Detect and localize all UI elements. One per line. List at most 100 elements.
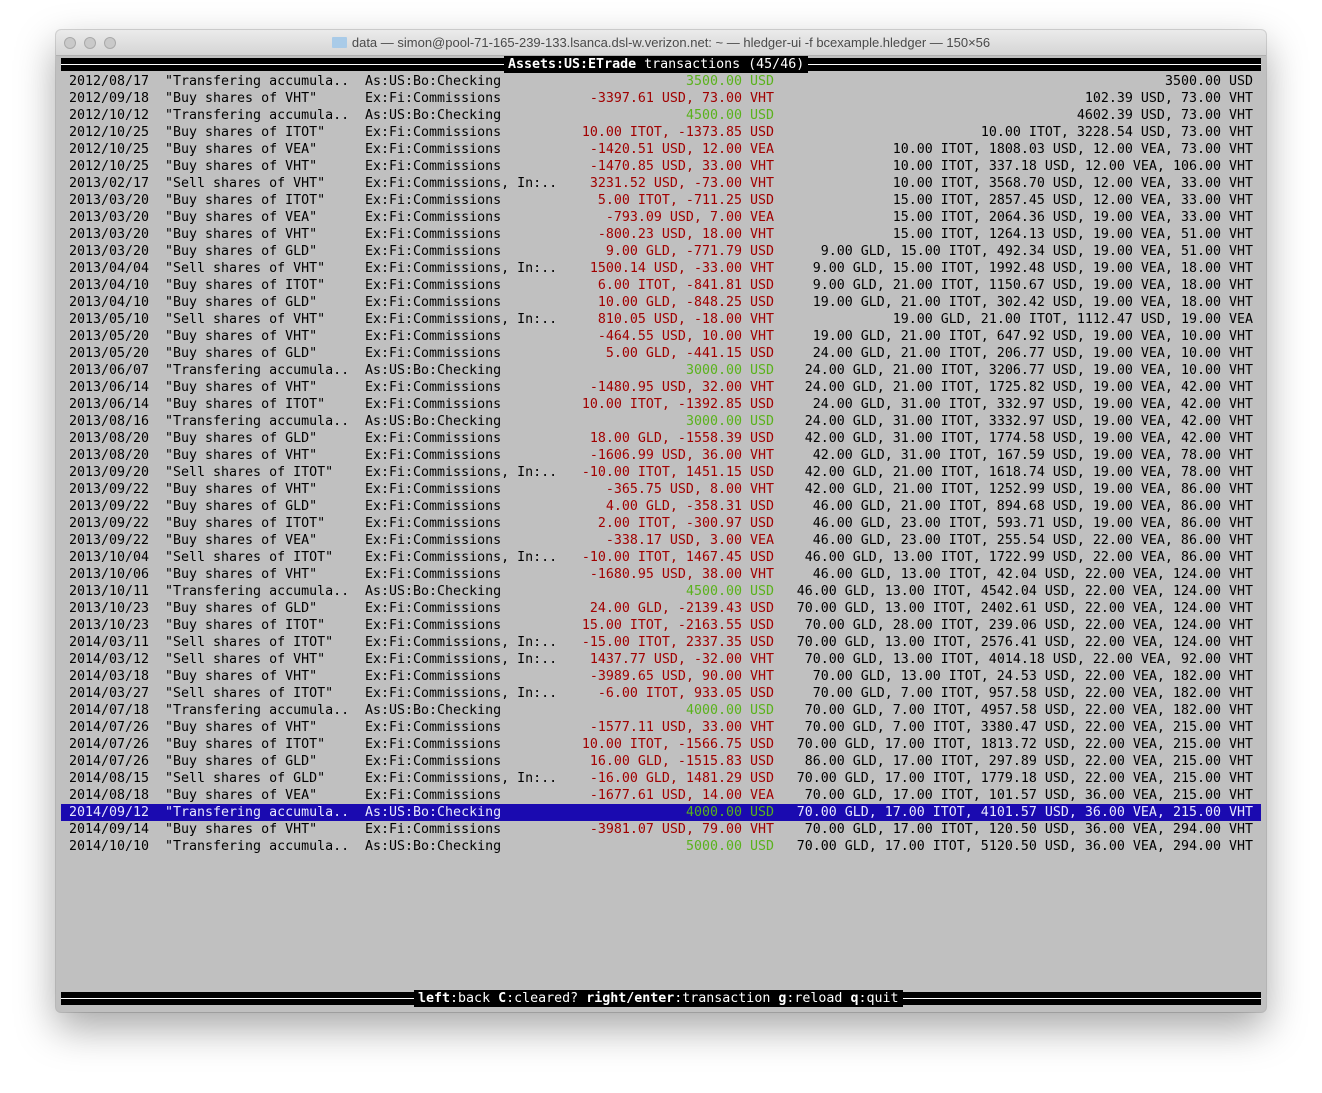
register-row[interactable]: 2013/04/10 "Buy shares of GLD" Ex:Fi:Commi… [61, 294, 1261, 311]
amount: -1606.99 USD, 36.00 VHT [589, 448, 774, 463]
register-row[interactable]: 2013/03/20 "Buy shares of GLD" Ex:Fi:Commi… [61, 243, 1261, 260]
amount: -16.00 GLD, 1481.29 USD [589, 771, 774, 786]
date: 2014/03/12 [69, 652, 150, 667]
register-row[interactable]: 2013/10/11 "Transfering accumula.. As:US:B… [61, 583, 1261, 600]
account: Ex:Fi:Commissions [365, 567, 502, 582]
register-row[interactable]: 2014/10/10 "Transfering accumula.. As:US:B… [61, 838, 1261, 855]
register-row[interactable]: 2013/03/20 "Buy shares of VEA" Ex:Fi:Commi… [61, 209, 1261, 226]
register-row[interactable]: 2013/10/04 "Sell shares of ITOT" Ex:Fi:Com… [61, 549, 1261, 566]
balance: 70.00 GLD, 17.00 ITOT, 1813.72 USD, 22.0… [796, 737, 1253, 752]
register-row[interactable]: 2014/03/12 "Sell shares of VHT" Ex:Fi:Comm… [61, 651, 1261, 668]
register-row[interactable]: 2013/06/14 "Buy shares of ITOT" Ex:Fi:Comm… [61, 396, 1261, 413]
register-row[interactable]: 2012/10/25 "Buy shares of ITOT" Ex:Fi:Comm… [61, 124, 1261, 141]
register-row[interactable]: 2012/10/25 "Buy shares of VEA" Ex:Fi:Commi… [61, 141, 1261, 158]
register-row[interactable]: 2012/08/17 "Transfering accumula.. As:US:B… [61, 73, 1261, 90]
register-row[interactable]: 2014/07/26 "Buy shares of GLD" Ex:Fi:Commi… [61, 753, 1261, 770]
account: As:US:Bo:Checking [365, 74, 502, 89]
register-row[interactable]: 2014/03/18 "Buy shares of VHT" Ex:Fi:Commi… [61, 668, 1261, 685]
register-row[interactable]: 2012/09/18 "Buy shares of VHT" Ex:Fi:Commi… [61, 90, 1261, 107]
register-row[interactable]: 2013/04/04 "Sell shares of VHT" Ex:Fi:Comm… [61, 260, 1261, 277]
balance: 3500.00 USD [1164, 74, 1253, 89]
terminal-screen[interactable]: Assets:US:ETrade transactions (45/46) 20… [61, 56, 1261, 1012]
date: 2013/08/16 [69, 414, 150, 429]
date: 2013/04/10 [69, 295, 150, 310]
account: Ex:Fi:Commissions, In:.. [365, 176, 558, 191]
balance: 15.00 ITOT, 1264.13 USD, 19.00 VEA, 51.0… [892, 227, 1253, 242]
register-row[interactable]: 2013/05/20 "Buy shares of VHT" Ex:Fi:Commi… [61, 328, 1261, 345]
balance: 9.00 GLD, 15.00 ITOT, 492.34 USD, 19.00 … [820, 244, 1253, 259]
date: 2013/10/11 [69, 584, 150, 599]
register-row[interactable]: 2013/08/16 "Transfering accumula.. As:US:B… [61, 413, 1261, 430]
register-row[interactable]: 2013/04/10 "Buy shares of ITOT" Ex:Fi:Comm… [61, 277, 1261, 294]
key-action: back [458, 991, 491, 1006]
register-row[interactable]: 2013/09/22 "Buy shares of VEA" Ex:Fi:Commi… [61, 532, 1261, 549]
register-row[interactable]: 2013/05/10 "Sell shares of VHT" Ex:Fi:Comm… [61, 311, 1261, 328]
register-row[interactable]: 2014/07/26 "Buy shares of VHT" Ex:Fi:Commi… [61, 719, 1261, 736]
description: "Transfering accumula.. [165, 584, 350, 599]
amount: 4500.00 USD [685, 108, 774, 123]
amount: 4000.00 USD [685, 805, 774, 820]
description: "Buy shares of GLD" [165, 346, 318, 361]
description: "Buy shares of VHT" [165, 380, 318, 395]
date: 2013/04/04 [69, 261, 150, 276]
balance: 24.00 GLD, 21.00 ITOT, 3206.77 USD, 19.0… [804, 363, 1253, 378]
register-row[interactable]: 2012/10/12 "Transfering accumula.. As:US:B… [61, 107, 1261, 124]
zoom-button[interactable] [104, 37, 116, 49]
register-row[interactable]: 2013/06/14 "Buy shares of VHT" Ex:Fi:Commi… [61, 379, 1261, 396]
description: "Buy shares of ITOT" [165, 193, 326, 208]
register-row[interactable]: 2014/08/18 "Buy shares of VEA" Ex:Fi:Commi… [61, 787, 1261, 804]
register-row[interactable]: 2014/03/27 "Sell shares of ITOT" Ex:Fi:Com… [61, 685, 1261, 702]
register-row[interactable]: 2014/07/26 "Buy shares of ITOT" Ex:Fi:Comm… [61, 736, 1261, 753]
key-name: right/enter [586, 991, 675, 1006]
register-list[interactable]: 2012/08/17 "Transfering accumula.. As:US:B… [61, 73, 1261, 855]
register-row[interactable]: 2013/09/22 "Buy shares of ITOT" Ex:Fi:Comm… [61, 515, 1261, 532]
register-row[interactable]: 2013/05/20 "Buy shares of GLD" Ex:Fi:Commi… [61, 345, 1261, 362]
register-row[interactable]: 2013/02/17 "Sell shares of VHT" Ex:Fi:Comm… [61, 175, 1261, 192]
description: "Buy shares of GLD" [165, 601, 318, 616]
register-row[interactable]: 2014/03/11 "Sell shares of ITOT" Ex:Fi:Com… [61, 634, 1261, 651]
register-row[interactable]: 2013/08/20 "Buy shares of GLD" Ex:Fi:Commi… [61, 430, 1261, 447]
account: Ex:Fi:Commissions, In:.. [365, 771, 558, 786]
balance: 70.00 GLD, 28.00 ITOT, 239.06 USD, 22.00… [804, 618, 1253, 633]
date: 2012/10/25 [69, 125, 150, 140]
register-row[interactable]: 2013/03/20 "Buy shares of VHT" Ex:Fi:Commi… [61, 226, 1261, 243]
date: 2013/10/23 [69, 601, 150, 616]
register-row[interactable]: 2013/03/20 "Buy shares of ITOT" Ex:Fi:Comm… [61, 192, 1261, 209]
amount: -3981.07 USD, 79.00 VHT [589, 822, 774, 837]
balance: 70.00 GLD, 7.00 ITOT, 4957.58 USD, 22.00… [804, 703, 1253, 718]
register-row[interactable]: 2014/07/18 "Transfering accumula.. As:US:B… [61, 702, 1261, 719]
register-row[interactable]: 2014/09/12 "Transfering accumula.. As:US:B… [61, 804, 1261, 821]
description: "Buy shares of VEA" [165, 788, 318, 803]
date: 2012/10/25 [69, 159, 150, 174]
account: Ex:Fi:Commissions [365, 193, 502, 208]
register-row[interactable]: 2013/10/23 "Buy shares of GLD" Ex:Fi:Commi… [61, 600, 1261, 617]
register-row[interactable]: 2013/06/07 "Transfering accumula.. As:US:B… [61, 362, 1261, 379]
date: 2013/06/14 [69, 380, 150, 395]
register-row[interactable]: 2013/09/20 "Sell shares of ITOT" Ex:Fi:Com… [61, 464, 1261, 481]
register-row[interactable]: 2013/09/22 "Buy shares of VHT" Ex:Fi:Commi… [61, 481, 1261, 498]
balance: 70.00 GLD, 13.00 ITOT, 2576.41 USD, 22.0… [796, 635, 1253, 650]
description: "Buy shares of GLD" [165, 754, 318, 769]
description: "Buy shares of VHT" [165, 448, 318, 463]
balance: 46.00 GLD, 13.00 ITOT, 4542.04 USD, 22.0… [796, 584, 1253, 599]
amount: 3500.00 USD [685, 74, 774, 89]
date: 2013/05/20 [69, 346, 150, 361]
register-row[interactable]: 2013/09/22 "Buy shares of GLD" Ex:Fi:Commi… [61, 498, 1261, 515]
amount: 2.00 ITOT, -300.97 USD [597, 516, 774, 531]
register-row[interactable]: 2013/10/23 "Buy shares of ITOT" Ex:Fi:Comm… [61, 617, 1261, 634]
amount: 3000.00 USD [685, 363, 774, 378]
account: Ex:Fi:Commissions [365, 533, 502, 548]
register-row[interactable]: 2014/09/14 "Buy shares of VHT" Ex:Fi:Commi… [61, 821, 1261, 838]
description: "Buy shares of VEA" [165, 533, 318, 548]
balance: 24.00 GLD, 31.00 ITOT, 3332.97 USD, 19.0… [804, 414, 1253, 429]
register-row[interactable]: 2014/08/15 "Sell shares of GLD" Ex:Fi:Comm… [61, 770, 1261, 787]
minimize-button[interactable] [84, 37, 96, 49]
register-row[interactable]: 2012/10/25 "Buy shares of VHT" Ex:Fi:Commi… [61, 158, 1261, 175]
account: Ex:Fi:Commissions, In:.. [365, 261, 558, 276]
balance: 4602.39 USD, 73.00 VHT [1076, 108, 1253, 123]
date: 2013/06/07 [69, 363, 150, 378]
register-row[interactable]: 2013/08/20 "Buy shares of VHT" Ex:Fi:Commi… [61, 447, 1261, 464]
date: 2014/03/18 [69, 669, 150, 684]
close-button[interactable] [64, 37, 76, 49]
register-row[interactable]: 2013/10/06 "Buy shares of VHT" Ex:Fi:Commi… [61, 566, 1261, 583]
